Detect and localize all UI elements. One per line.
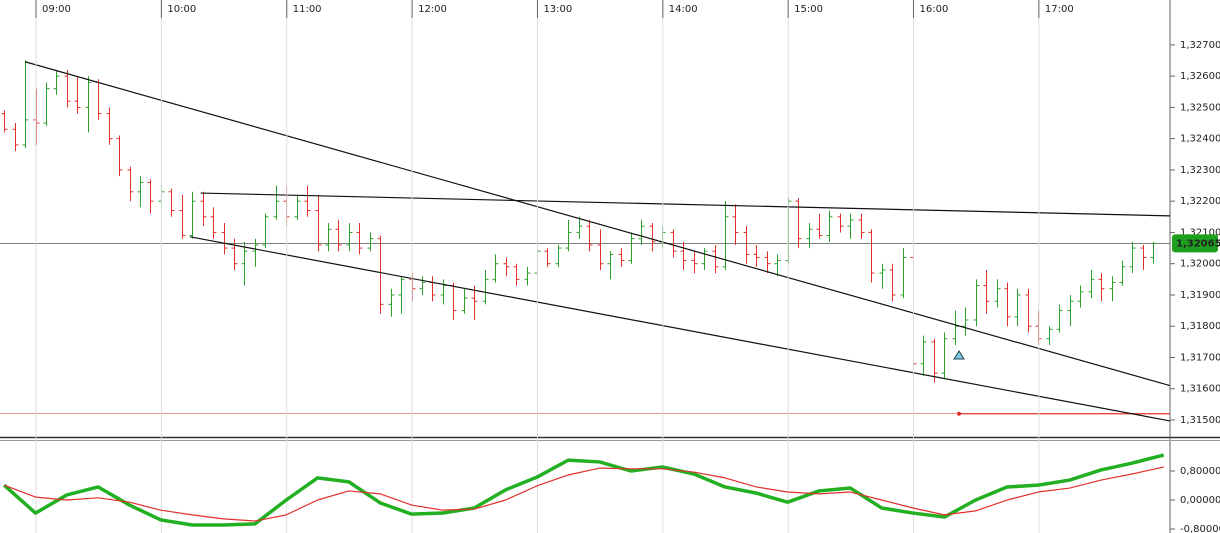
marker <box>953 350 965 360</box>
oscillator-line <box>3 466 1164 522</box>
x-tick-label: 11:00 <box>293 4 322 15</box>
y-tick-label: 1,32500 <box>1180 102 1220 113</box>
plot <box>0 60 1170 422</box>
y-tick-label: 1,32200 <box>1180 196 1220 207</box>
x-tick-label: 15:00 <box>794 4 823 15</box>
plot <box>3 453 1165 527</box>
y-tick-label: 1,32700 <box>1180 40 1220 51</box>
y-tick-label: 1,31900 <box>1180 290 1220 301</box>
trend-line <box>24 61 1170 387</box>
last-price-label: 1,32065 <box>1176 238 1220 249</box>
x-tick-label: 09:00 <box>42 4 71 15</box>
y-tick-label: 1,31500 <box>1180 415 1220 426</box>
trend-line <box>190 236 1170 422</box>
x-tick-label: 14:00 <box>669 4 698 15</box>
y-tick-label: 1,31700 <box>1180 352 1220 363</box>
y-tick-label: 1,31800 <box>1180 321 1220 332</box>
x-tick-label: 13:00 <box>543 4 572 15</box>
y-tick-label: 0,00000 <box>1180 495 1220 506</box>
last-price-box <box>1172 234 1218 253</box>
trend-line <box>200 192 1170 217</box>
y-tick-label: 1,32300 <box>1180 165 1220 176</box>
x-tick-label: 17:00 <box>1045 4 1074 15</box>
x-tick-label: 10:00 <box>167 4 196 15</box>
level-dot <box>956 411 961 416</box>
oscillator-line <box>3 453 1165 527</box>
y-tick-label: 1,31600 <box>1180 384 1220 395</box>
y-tick-label: 1,32100 <box>1180 227 1220 238</box>
x-tick-label: 12:00 <box>418 4 447 15</box>
y-tick-label: -0,80000 <box>1180 524 1220 533</box>
y-tick-label: 0,80000 <box>1180 466 1220 477</box>
y-tick-label: 1,32000 <box>1180 259 1220 270</box>
y-tick-label: 1,32400 <box>1180 134 1220 145</box>
x-tick-label: 16:00 <box>920 4 949 15</box>
y-tick-label: 1,32600 <box>1180 71 1220 82</box>
